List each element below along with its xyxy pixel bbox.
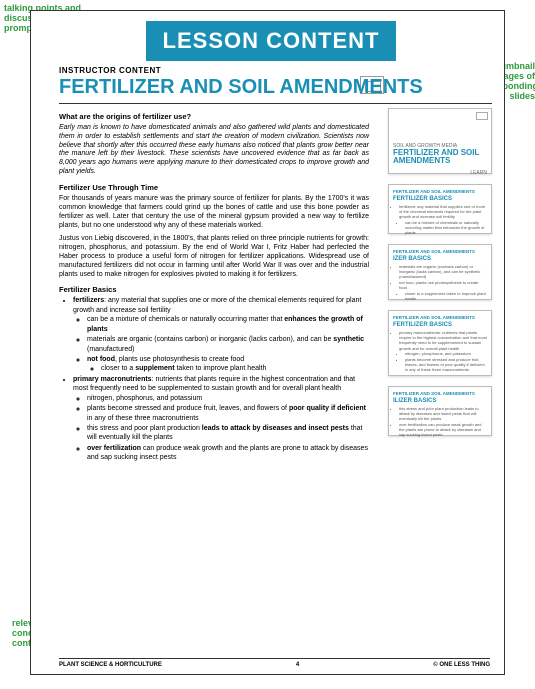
thumb-line: closer to a supplement taken to improve … (405, 291, 487, 301)
thumb-line: nitrogen, phosphorus, and potassium (405, 351, 487, 356)
thumb-top-label: FERTILIZER AND SOIL AMENDMENTS (393, 249, 487, 254)
instructor-label: INSTRUCTOR CONTENT (59, 66, 492, 75)
footer-right: © ONE LESS THING (433, 662, 490, 668)
thumb-line: fertilizers: any material that supplies … (399, 204, 487, 220)
list-item: plants become stressed and produce fruit… (87, 404, 369, 423)
text-span: this stress and poor plant production (87, 425, 202, 432)
thumb-line: plants become stressed and produce fruit… (405, 357, 487, 373)
thumb-head: IZER BASICS (393, 256, 487, 262)
page-footer: PLANT SCIENCE & HORTICULTURE 4 © ONE LES… (59, 658, 490, 668)
list-item: not food, plants use photosynthesis to c… (87, 355, 369, 374)
para-time-1: For thousands of years manure was the pr… (59, 194, 369, 230)
list-item: fertilizers: any material that supplies … (73, 296, 369, 374)
thumb-line: over fertilization can produce weak grow… (399, 422, 487, 438)
bullet-list: fertilizers: any material that supplies … (73, 296, 369, 462)
thumb-slide-2: FERTILIZER AND SOIL AMENDMENTS IZER BASI… (388, 244, 492, 300)
thumb-top-label: FERTILIZER AND SOIL AMENDMENTS (393, 189, 487, 194)
footer-page-number: 4 (296, 662, 299, 668)
text-span: closer to a (101, 365, 135, 372)
text-span: plants become stressed and produce fruit… (87, 405, 289, 412)
thumb-slide-4: FERTILIZER AND SOIL AMENDMENTS ILIZER BA… (388, 386, 492, 436)
list-item: this stress and poor plant production le… (87, 424, 369, 443)
text-span: can be a mixture of chemicals or natural… (87, 316, 284, 323)
para-time-2: Justus von Liebig discovered, in the 180… (59, 234, 369, 279)
bold-term: fertilizers (73, 297, 104, 304)
bold-term: not food (87, 356, 115, 363)
page-title: FERTILIZER AND SOIL AMENDMENTS (59, 77, 492, 97)
thumbnail-column: SOIL AND GROWTH MEDIA FERTILIZER AND SOI… (388, 108, 492, 446)
bold-term: leads to attack by diseases and insect p… (202, 425, 349, 432)
text-span: taken to improve plant health (175, 365, 267, 372)
text-span: , plants use photosynthesis to create fo… (115, 356, 244, 363)
thumb-title: FERTILIZER AND SOIL AMENDMENTS (393, 149, 487, 166)
thumb-learn: LEARN (393, 170, 487, 176)
list-item: over fertilization can produce weak grow… (87, 444, 369, 463)
list-item: materials are organic (contains carbon) … (87, 335, 369, 354)
bold-term: poor quality if deficient (289, 405, 366, 412)
thumb-line: not food, plants use photosynthesis to c… (399, 280, 487, 290)
question-origins: What are the origins of fertilizer use? (59, 112, 369, 121)
bold-term: supplement (135, 365, 174, 372)
subhead-basics: Fertilizer Basics (59, 285, 369, 294)
page-frame: LESSON CONTENT INSTRUCTOR CONTENT FERTIL… (30, 10, 505, 675)
thumb-line: can be a mixture of chemicals or natural… (405, 220, 487, 236)
thumb-head: ILIZER BASICS (393, 398, 487, 404)
thumb-top-label: FERTILIZER AND SOIL AMENDMENTS (393, 315, 487, 320)
list-item: nitrogen, phosphorus, and potassium (87, 394, 369, 403)
thumb-slide-1: FERTILIZER AND SOIL AMENDMENTS FERTILIZE… (388, 184, 492, 234)
thumb-cover: SOIL AND GROWTH MEDIA FERTILIZER AND SOI… (388, 108, 492, 174)
text-span: in any of these three macronutrients (87, 415, 199, 422)
bold-term: synthetic (333, 336, 364, 343)
bold-term: over fertilization (87, 445, 141, 452)
list-item: closer to a supplement taken to improve … (101, 364, 369, 373)
list-item: primary macronutrients: nutrients that p… (73, 375, 369, 463)
thumb-line: this stress and poor plant production le… (399, 406, 487, 422)
list-item: can be a mixture of chemicals or natural… (87, 315, 369, 334)
thumb-top-label: FERTILIZER AND SOIL AMENDMENTS (393, 391, 487, 396)
subhead-time: Fertilizer Use Through Time (59, 183, 369, 192)
thumb-slide-3: FERTILIZER AND SOIL AMENDMENTS FERTILIZE… (388, 310, 492, 376)
thumb-head: FERTILIZER BASICS (393, 196, 487, 202)
main-column: What are the origins of fertilizer use? … (59, 108, 369, 464)
text-span: (manufactured) (87, 346, 134, 353)
thumb-icon (476, 112, 488, 120)
title-rule (59, 103, 492, 104)
bold-term: primary macronutrients (73, 376, 152, 383)
footer-left: PLANT SCIENCE & HORTICULTURE (59, 662, 162, 668)
banner-title: LESSON CONTENT (146, 21, 396, 61)
text-span: materials are organic (contains carbon) … (87, 336, 333, 343)
thumb-head: FERTILIZER BASICS (393, 322, 487, 328)
text-span: : any material that supplies one or more… (73, 297, 361, 313)
para-origins: Early man is known to have domesticated … (59, 124, 369, 177)
content-area: INSTRUCTOR CONTENT FERTILIZER AND SOIL A… (59, 66, 492, 650)
thumb-line: primary macronutrients: nutrients that p… (399, 330, 487, 351)
thumb-line: materials are organic (contains carbon) … (399, 264, 487, 280)
